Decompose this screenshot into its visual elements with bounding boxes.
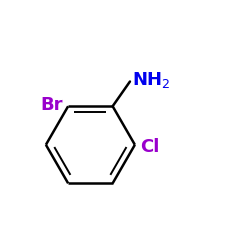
Text: NH$_2$: NH$_2$ <box>132 70 171 90</box>
Text: Br: Br <box>41 96 63 114</box>
Text: Cl: Cl <box>140 138 159 156</box>
